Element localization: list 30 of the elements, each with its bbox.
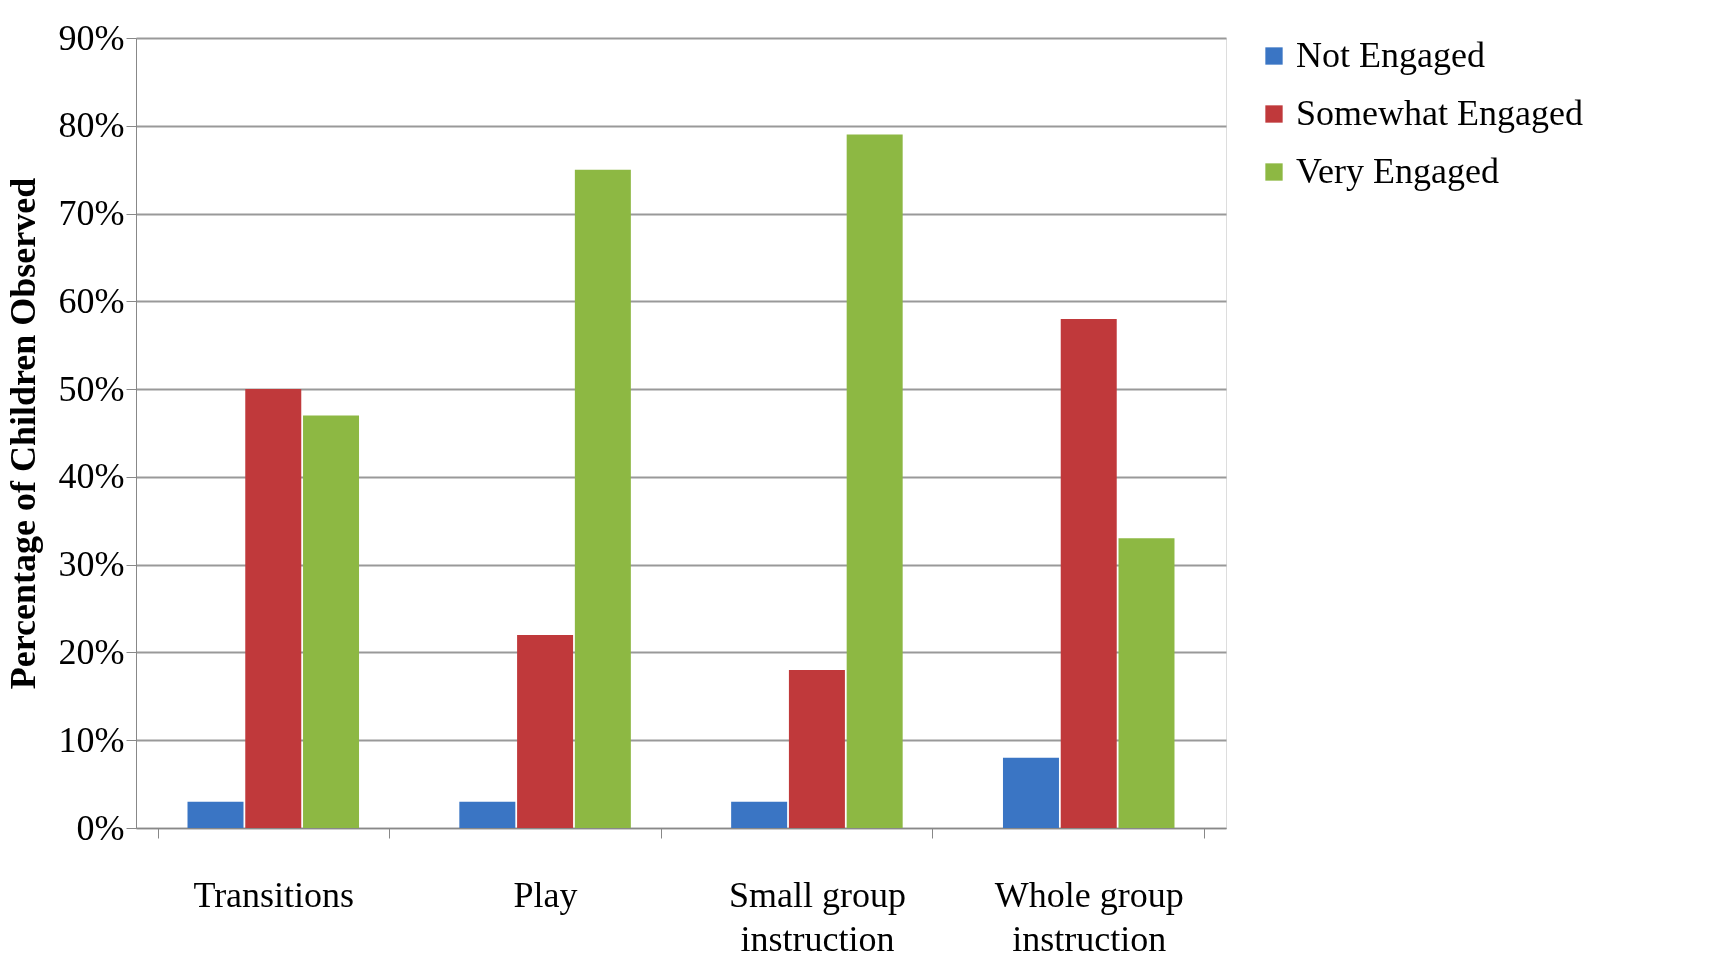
y-tick-label: 70% — [58, 193, 125, 234]
bar — [245, 389, 302, 828]
y-tick-label: 0% — [76, 807, 125, 848]
x-tick-label: Play — [513, 874, 578, 915]
bar — [731, 801, 788, 828]
bar — [574, 169, 631, 828]
legend-label: Very Engaged — [1296, 151, 1499, 191]
y-tick-label: 90% — [58, 17, 125, 58]
bar — [1118, 538, 1175, 828]
y-tick-label: 50% — [58, 368, 125, 409]
x-tick-label: Transitions — [193, 874, 355, 915]
y-tick-label: 60% — [58, 280, 125, 321]
x-tick-label: Whole group instruction — [994, 874, 1184, 958]
y-tick-label: 80% — [58, 105, 125, 146]
bar — [187, 801, 244, 828]
y-tick-label: 30% — [58, 544, 125, 585]
y-tick-label: 20% — [58, 631, 125, 672]
bar — [1060, 318, 1117, 828]
bar — [517, 634, 574, 828]
y-axis-title: Percentage of Children Observed — [2, 177, 43, 690]
x-tick-label: Small group instruction — [728, 874, 906, 958]
bar — [788, 670, 845, 828]
legend-label: Not Engaged — [1296, 35, 1485, 75]
y-tick-label: 10% — [58, 719, 125, 760]
bar — [1002, 757, 1059, 828]
legend-label: Somewhat Engaged — [1296, 93, 1583, 133]
bar — [846, 134, 903, 828]
bar — [303, 415, 360, 828]
bar — [459, 801, 516, 828]
y-tick-label: 40% — [58, 456, 125, 497]
